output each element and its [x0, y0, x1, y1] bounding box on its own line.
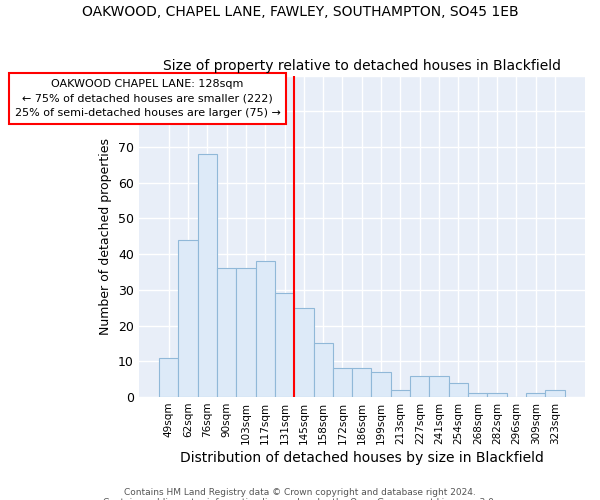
- Bar: [430, 376, 449, 397]
- Bar: [487, 394, 507, 397]
- Bar: [410, 376, 430, 397]
- Bar: [159, 358, 178, 397]
- Bar: [314, 344, 333, 397]
- Text: Contains public sector information licensed under the Open Government Licence v3: Contains public sector information licen…: [103, 498, 497, 500]
- X-axis label: Distribution of detached houses by size in Blackfield: Distribution of detached houses by size …: [180, 451, 544, 465]
- Bar: [352, 368, 371, 397]
- Bar: [275, 294, 294, 397]
- Title: Size of property relative to detached houses in Blackfield: Size of property relative to detached ho…: [163, 59, 561, 73]
- Y-axis label: Number of detached properties: Number of detached properties: [99, 138, 112, 335]
- Bar: [294, 308, 314, 397]
- Text: OAKWOOD, CHAPEL LANE, FAWLEY, SOUTHAMPTON, SO45 1EB: OAKWOOD, CHAPEL LANE, FAWLEY, SOUTHAMPTO…: [82, 5, 518, 19]
- Bar: [371, 372, 391, 397]
- Bar: [545, 390, 565, 397]
- Bar: [449, 383, 468, 397]
- Bar: [236, 268, 256, 397]
- Bar: [197, 154, 217, 397]
- Text: Contains HM Land Registry data © Crown copyright and database right 2024.: Contains HM Land Registry data © Crown c…: [124, 488, 476, 497]
- Bar: [256, 262, 275, 397]
- Text: OAKWOOD CHAPEL LANE: 128sqm
← 75% of detached houses are smaller (222)
25% of se: OAKWOOD CHAPEL LANE: 128sqm ← 75% of det…: [14, 79, 281, 118]
- Bar: [333, 368, 352, 397]
- Bar: [391, 390, 410, 397]
- Bar: [217, 268, 236, 397]
- Bar: [468, 394, 487, 397]
- Bar: [178, 240, 197, 397]
- Bar: [526, 394, 545, 397]
